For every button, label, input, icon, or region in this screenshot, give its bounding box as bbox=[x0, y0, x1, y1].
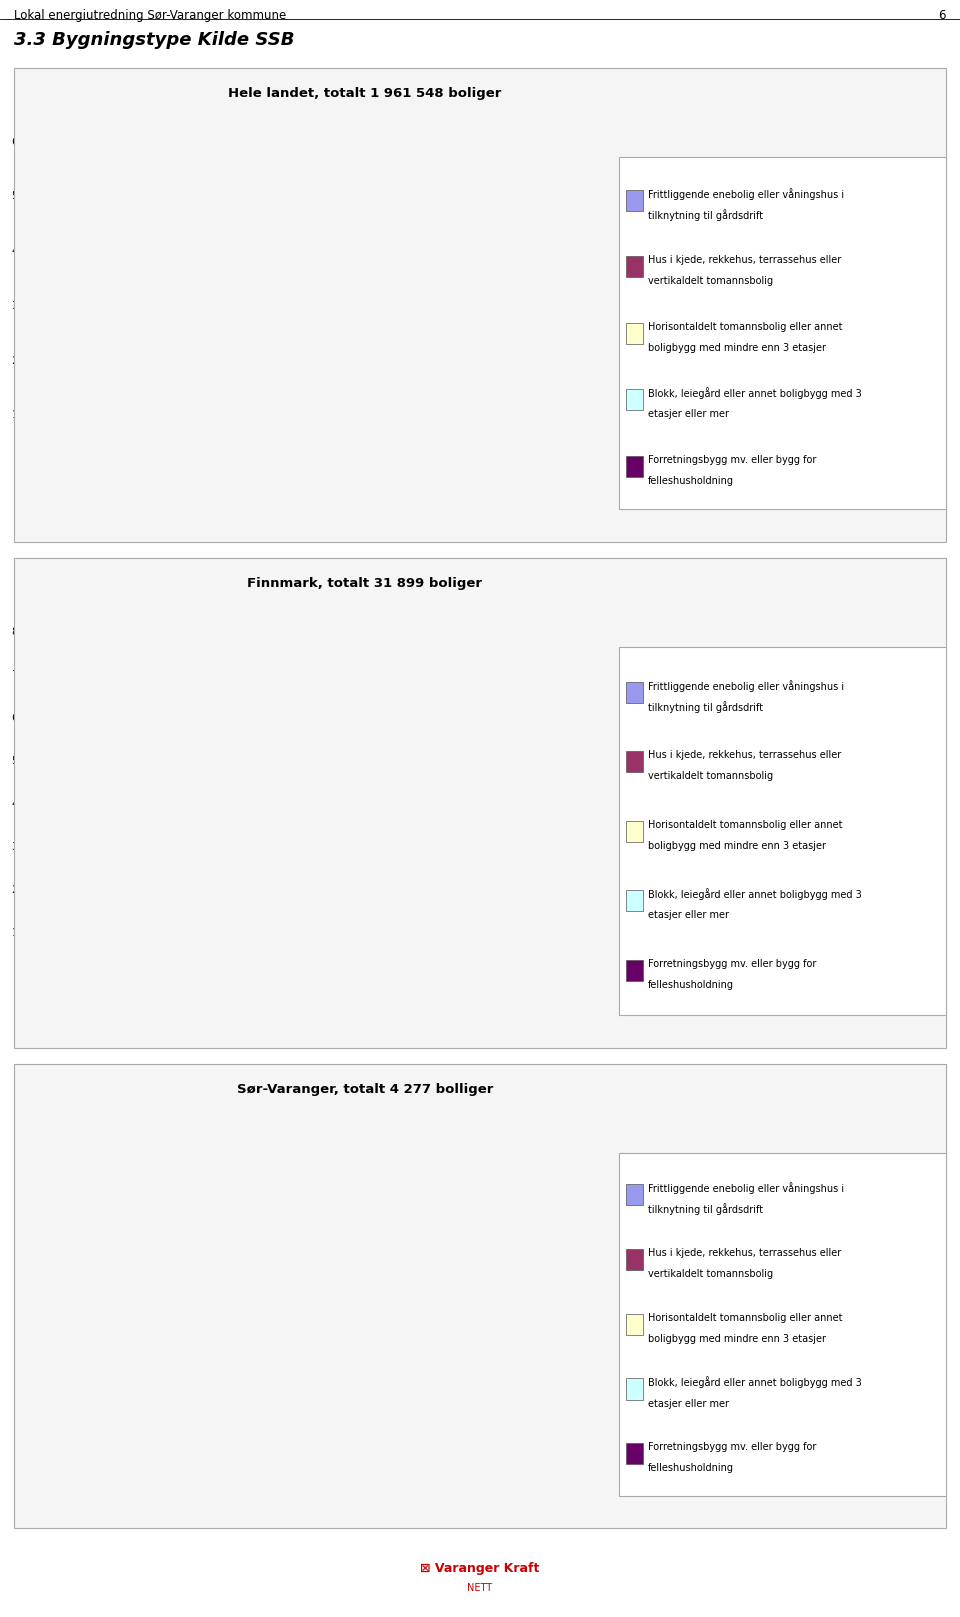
Text: vertikaldelt tomannsbolig: vertikaldelt tomannsbolig bbox=[648, 771, 773, 781]
Text: ⊠ Varanger Kraft: ⊠ Varanger Kraft bbox=[420, 1562, 540, 1575]
Text: 22,9 %: 22,9 % bbox=[206, 1339, 245, 1349]
Text: 3.3 Bygningstype Kilde SSB: 3.3 Bygningstype Kilde SSB bbox=[14, 31, 295, 49]
Text: boligbygg med mindre enn 3 etasjer: boligbygg med mindre enn 3 etasjer bbox=[648, 343, 826, 353]
Text: NETT: NETT bbox=[468, 1583, 492, 1593]
Text: Blokk, leiegård eller annet boligbygg med 3: Blokk, leiegård eller annet boligbygg me… bbox=[648, 888, 862, 901]
Bar bbox=[297, 931, 366, 975]
Text: etasjer eller mer: etasjer eller mer bbox=[648, 910, 729, 920]
Text: Hus i kjede, rekkehus, terrassehus eller: Hus i kjede, rekkehus, terrassehus eller bbox=[648, 255, 841, 265]
Text: boligbygg med mindre enn 3 etasjer: boligbygg med mindre enn 3 etasjer bbox=[648, 841, 826, 851]
Bar bbox=[85, 671, 155, 975]
Text: 3,7 %: 3,7 % bbox=[527, 1426, 558, 1436]
Text: 4,50 %: 4,50 % bbox=[523, 432, 562, 441]
Text: Blokk, leiegård eller annet boligbygg med 3: Blokk, leiegård eller annet boligbygg me… bbox=[648, 1376, 862, 1389]
Text: Sør-Varanger, totalt 4 277 bolliger: Sør-Varanger, totalt 4 277 bolliger bbox=[236, 1083, 493, 1096]
Text: vertikaldelt tomannsbolig: vertikaldelt tomannsbolig bbox=[648, 1269, 773, 1279]
Bar bbox=[297, 1400, 366, 1455]
Text: Forretningsbygg mv. eller bygg for: Forretningsbygg mv. eller bygg for bbox=[648, 959, 816, 969]
Text: Forretningsbygg mv. eller bygg for: Forretningsbygg mv. eller bygg for bbox=[648, 1442, 816, 1452]
Text: 8,20 %: 8,20 % bbox=[312, 411, 350, 422]
Text: 59,0 %: 59,0 % bbox=[101, 1174, 139, 1184]
Bar bbox=[402, 969, 471, 975]
Text: 2,4 %: 2,4 % bbox=[421, 1431, 452, 1442]
Bar bbox=[191, 1352, 260, 1455]
Text: 12,70 %: 12,70 % bbox=[204, 386, 248, 396]
Bar bbox=[191, 399, 260, 469]
Text: tilknytning til gårdsdrift: tilknytning til gårdsdrift bbox=[648, 1203, 763, 1216]
Text: felleshusholdning: felleshusholdning bbox=[648, 1463, 734, 1473]
Text: boligbygg med mindre enn 3 etasjer: boligbygg med mindre enn 3 etasjer bbox=[648, 1334, 826, 1344]
Bar bbox=[85, 157, 155, 469]
X-axis label: Boligtype: Boligtype bbox=[300, 474, 363, 487]
X-axis label: Boligtype: Boligtype bbox=[300, 980, 363, 993]
Text: Frittliggende enebolig eller våningshus i: Frittliggende enebolig eller våningshus … bbox=[648, 1182, 844, 1195]
Text: tilknytning til gårdsdrift: tilknytning til gårdsdrift bbox=[648, 700, 763, 713]
Text: 12,0 %: 12,0 % bbox=[312, 1387, 350, 1399]
Text: Horisontaldelt tomannsbolig eller annet: Horisontaldelt tomannsbolig eller annet bbox=[648, 1313, 843, 1323]
Text: Horisontaldelt tomannsbolig eller annet: Horisontaldelt tomannsbolig eller annet bbox=[648, 322, 843, 331]
Bar bbox=[191, 917, 260, 975]
Text: 13,70 %: 13,70 % bbox=[204, 904, 248, 914]
Text: Frittliggende enebolig eller våningshus i: Frittliggende enebolig eller våningshus … bbox=[648, 188, 844, 199]
Text: 10,30 %: 10,30 % bbox=[308, 918, 354, 928]
Text: felleshusholdning: felleshusholdning bbox=[648, 475, 734, 485]
Text: etasjer eller mer: etasjer eller mer bbox=[648, 409, 729, 419]
Text: Hus i kjede, rekkehus, terrassehus eller: Hus i kjede, rekkehus, terrassehus eller bbox=[648, 750, 841, 760]
Bar bbox=[402, 1444, 471, 1455]
Text: Finnmark, totalt 31 899 boliger: Finnmark, totalt 31 899 boliger bbox=[248, 577, 482, 590]
Text: tilknytning til gårdsdrift: tilknytning til gårdsdrift bbox=[648, 209, 763, 220]
Bar bbox=[508, 445, 577, 469]
Bar bbox=[508, 1439, 577, 1455]
Text: 57,10 %: 57,10 % bbox=[98, 144, 142, 154]
Text: Frittliggende enebolig eller våningshus i: Frittliggende enebolig eller våningshus … bbox=[648, 679, 844, 692]
Text: etasjer eller mer: etasjer eller mer bbox=[648, 1399, 729, 1408]
Text: 70,50 %: 70,50 % bbox=[97, 658, 143, 669]
Text: 6: 6 bbox=[938, 8, 946, 23]
Text: 3,90 %: 3,90 % bbox=[523, 946, 562, 956]
Bar bbox=[402, 374, 471, 469]
Text: Forretningsbygg mv. eller bygg for: Forretningsbygg mv. eller bygg for bbox=[648, 454, 816, 464]
Text: Lokal energiutredning Sør-Varanger kommune: Lokal energiutredning Sør-Varanger kommu… bbox=[14, 8, 287, 23]
Text: Blokk, leiegård eller annet boligbygg med 3: Blokk, leiegård eller annet boligbygg me… bbox=[648, 386, 862, 399]
Text: 1,60 %: 1,60 % bbox=[418, 956, 456, 965]
Text: vertikaldelt tomannsbolig: vertikaldelt tomannsbolig bbox=[648, 277, 773, 286]
Text: Horisontaldelt tomannsbolig eller annet: Horisontaldelt tomannsbolig eller annet bbox=[648, 820, 843, 830]
X-axis label: Boligtype: Boligtype bbox=[300, 1460, 363, 1473]
Text: 17,50 %: 17,50 % bbox=[415, 361, 459, 370]
Bar bbox=[508, 959, 577, 975]
Bar bbox=[297, 424, 366, 469]
Text: Hus i kjede, rekkehus, terrassehus eller: Hus i kjede, rekkehus, terrassehus eller bbox=[648, 1248, 841, 1258]
Text: Hele landet, totalt 1 961 548 boliger: Hele landet, totalt 1 961 548 boliger bbox=[228, 87, 501, 100]
Text: felleshusholdning: felleshusholdning bbox=[648, 980, 734, 990]
Bar bbox=[85, 1187, 155, 1455]
